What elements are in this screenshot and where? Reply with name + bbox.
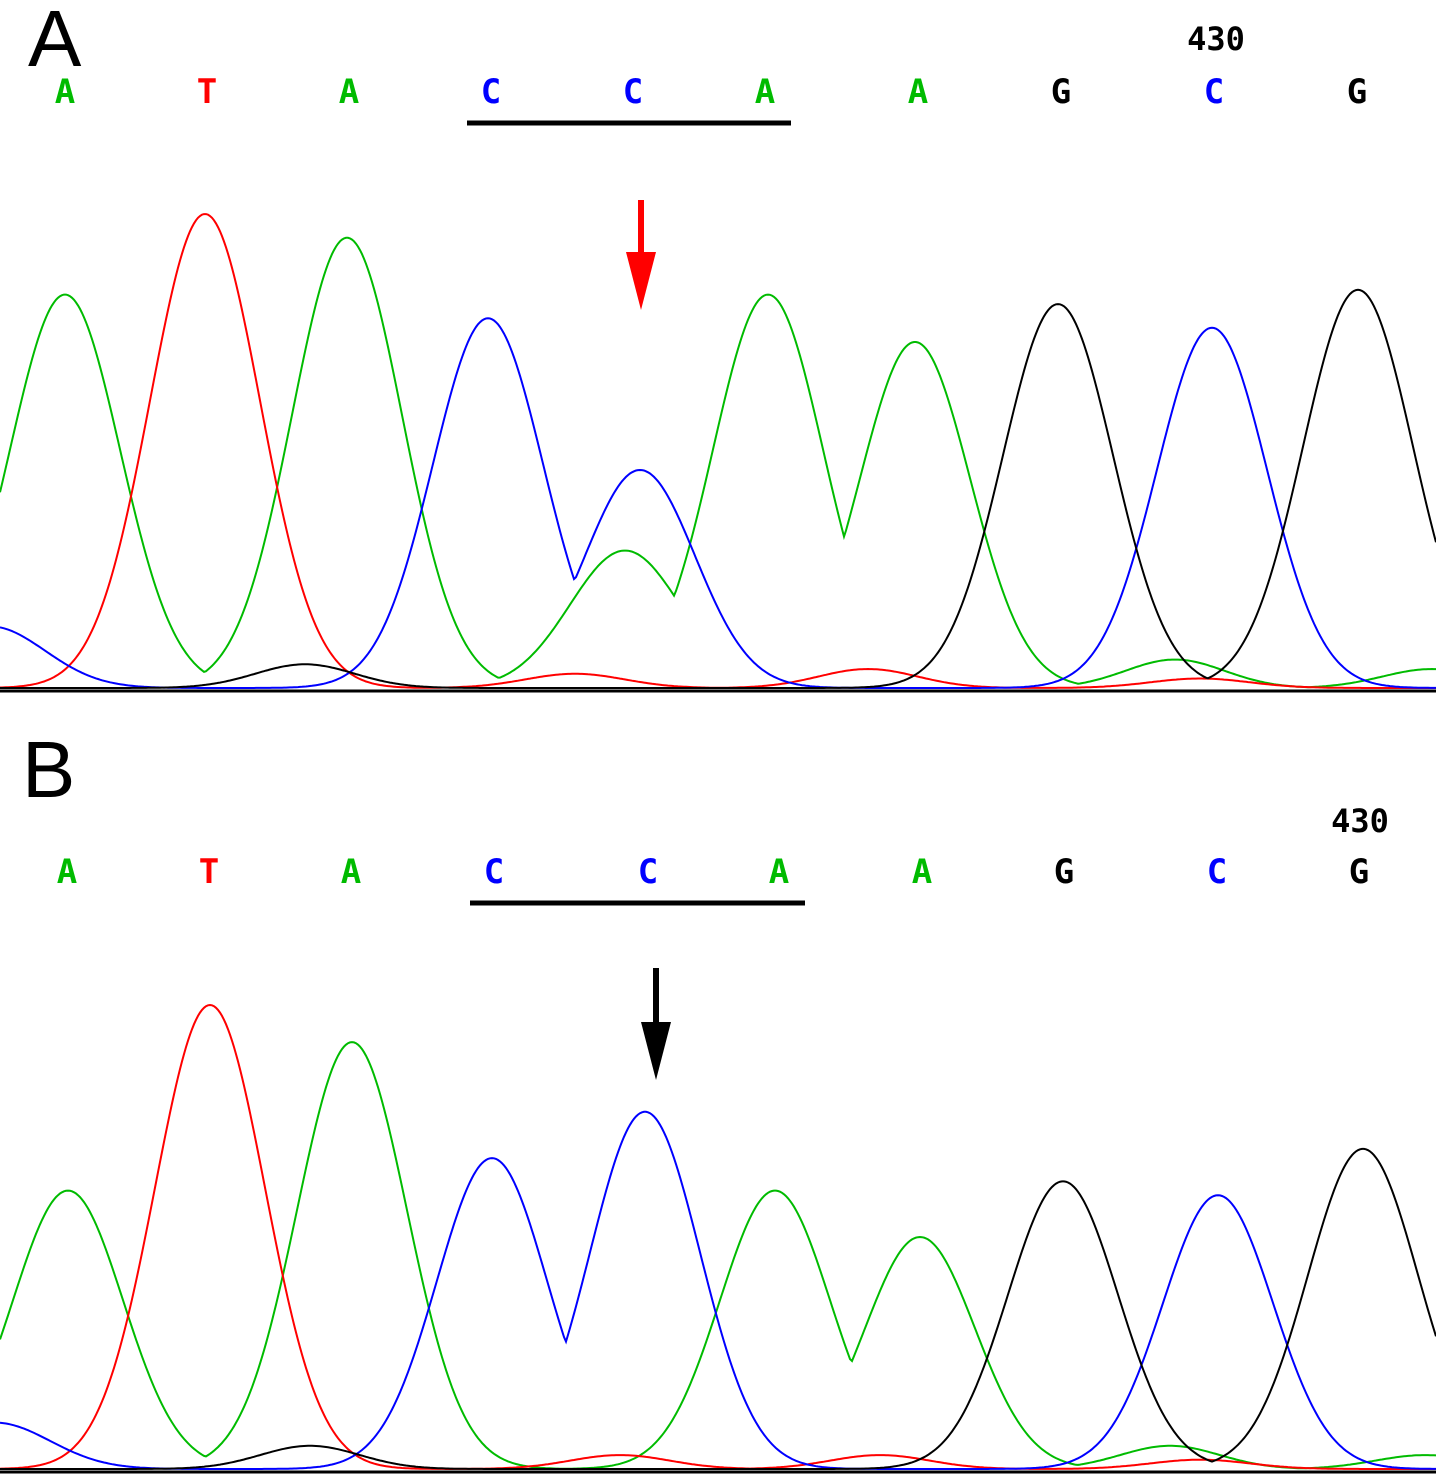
trace-g bbox=[0, 1147, 1436, 1470]
base-call: A bbox=[769, 852, 789, 892]
trace-a bbox=[0, 236, 1436, 689]
position-label: 430 bbox=[1331, 802, 1389, 840]
base-call: A bbox=[755, 72, 775, 112]
base-call: G bbox=[1054, 852, 1074, 892]
panel-label: A bbox=[28, 0, 82, 83]
position-label: 430 bbox=[1187, 20, 1245, 58]
trace-t bbox=[0, 1003, 1436, 1470]
trace-a bbox=[0, 1041, 1436, 1470]
chromatogram-b-svg: B 430 A T A C C A A G C G bbox=[0, 730, 1436, 1474]
base-call: G bbox=[1347, 72, 1367, 112]
base-call: A bbox=[57, 852, 77, 892]
base-call: G bbox=[1349, 852, 1369, 892]
base-call: G bbox=[1051, 72, 1071, 112]
base-call: A bbox=[912, 852, 932, 892]
base-call: A bbox=[55, 72, 75, 112]
chromatogram-panel-b: B 430 A T A C C A A G C G bbox=[0, 730, 1436, 1475]
mutation-arrow bbox=[641, 968, 671, 1080]
base-call: A bbox=[908, 72, 928, 112]
panel-label: B bbox=[22, 730, 75, 814]
base-call: A bbox=[341, 852, 361, 892]
base-call: C bbox=[638, 852, 658, 892]
trace-g bbox=[0, 288, 1436, 689]
mutation-arrow bbox=[626, 200, 656, 310]
trace-t bbox=[0, 213, 1436, 689]
chromatogram-panel-a: A 430 A T A C C A A G C G bbox=[0, 0, 1436, 700]
trace-c bbox=[0, 1110, 1436, 1470]
base-call: C bbox=[484, 852, 504, 892]
base-call: A bbox=[339, 72, 359, 112]
base-call: T bbox=[197, 72, 217, 112]
base-call: T bbox=[199, 852, 219, 892]
base-call: C bbox=[1207, 852, 1227, 892]
base-call: C bbox=[623, 72, 643, 112]
base-call: C bbox=[1204, 72, 1224, 112]
base-call: C bbox=[481, 72, 501, 112]
trace-c bbox=[0, 317, 1436, 689]
